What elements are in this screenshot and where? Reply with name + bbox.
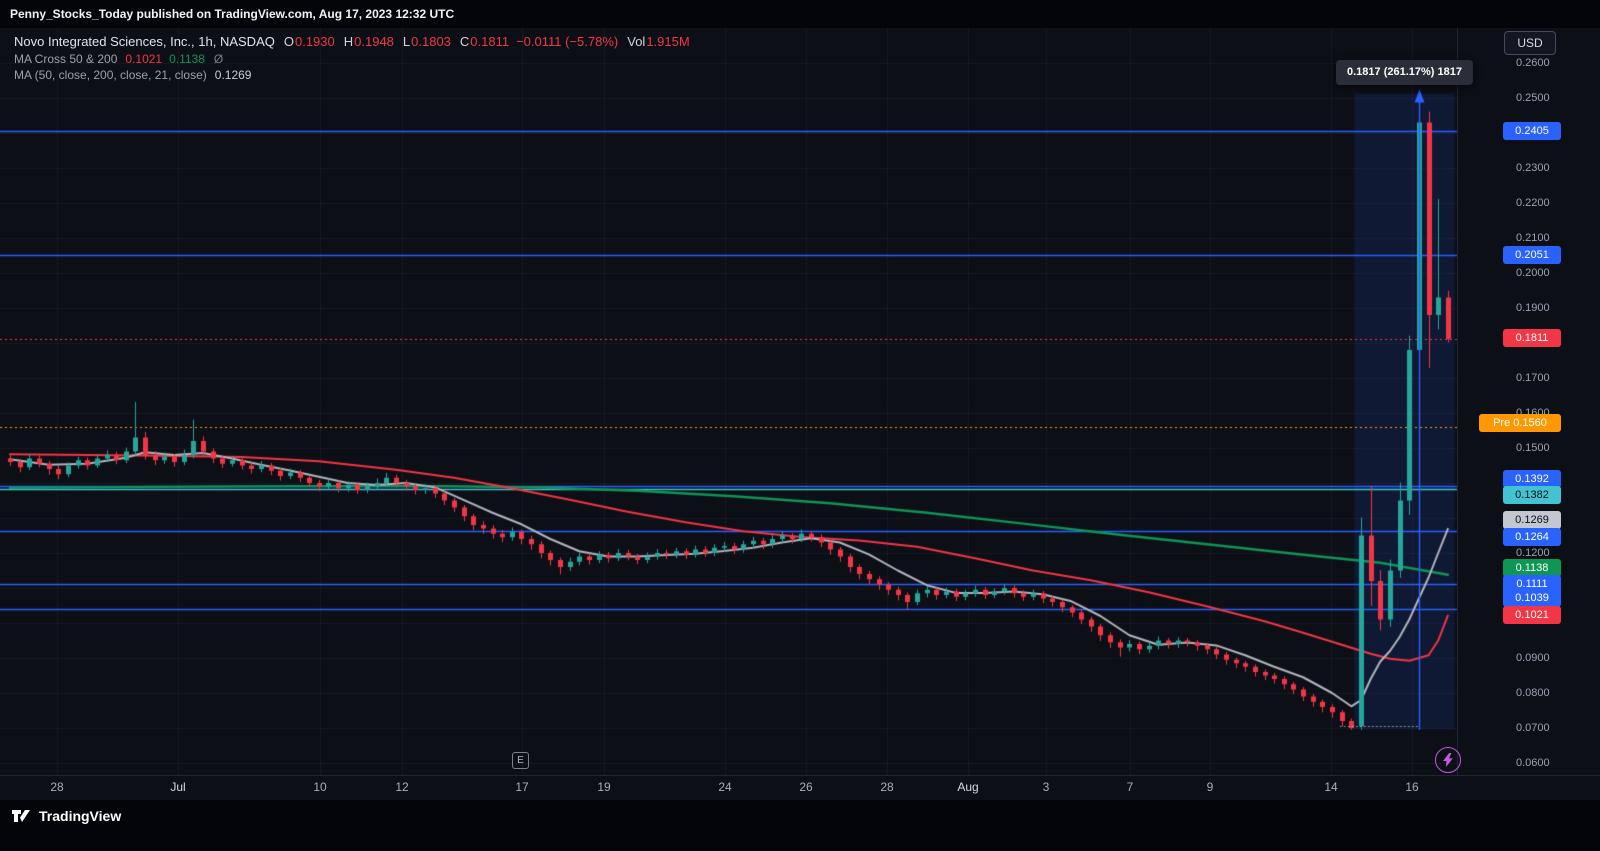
time-tick-label: 3 [1042, 780, 1050, 794]
open-label: O [283, 34, 294, 49]
symbol-title[interactable]: Novo Integrated Sciences, Inc., 1h, NASD… [14, 34, 275, 49]
price-axis-badge: 0.1382 [1503, 486, 1561, 504]
attribution-text: Penny_Stocks_Today published on TradingV… [10, 7, 455, 21]
price-tick-label: 0.0900 [1516, 652, 1550, 664]
low-label: L [402, 34, 411, 49]
price-tick-label: 0.1500 [1516, 442, 1550, 454]
price-axis-badge: 0.2051 [1503, 246, 1561, 264]
time-tick-label: 7 [1126, 780, 1134, 794]
price-axis-separator [1457, 28, 1458, 775]
price-axis-badge: Pre 0.1560 [1479, 414, 1561, 432]
price-tick-label: 0.2500 [1516, 92, 1550, 104]
price-axis-badge: 0.1111 [1503, 575, 1561, 593]
time-tick-label: 26 [799, 780, 813, 794]
low-value: 0.1803 [411, 34, 451, 49]
price-tick-label: 0.2100 [1516, 232, 1550, 244]
time-tick-label: 24 [718, 780, 732, 794]
ma-legend-row[interactable]: MA (50, close, 200, close, 21, close) 0.1… [14, 68, 251, 82]
time-tick-label: 14 [1324, 780, 1338, 794]
volume-value: 1.915M [646, 34, 690, 49]
ma-cross-legend-row[interactable]: MA Cross 50 & 200 0.1021 0.1138 Ø [14, 52, 223, 66]
currency-button[interactable]: USD [1504, 31, 1556, 55]
time-tick-label: 9 [1206, 780, 1214, 794]
price-axis-badge: 0.1811 [1503, 329, 1561, 347]
high-label: H [343, 34, 354, 49]
price-axis-badge: 0.1021 [1503, 606, 1561, 624]
time-tick-label: 19 [597, 780, 611, 794]
footer-bar: TradingView [0, 800, 1600, 851]
close-label: C [459, 34, 470, 49]
attribution-bar: Penny_Stocks_Today published on TradingV… [0, 0, 1600, 28]
time-tick-label: Aug [957, 780, 979, 794]
tradingview-logo[interactable]: TradingView [10, 808, 121, 824]
time-tick-label: 17 [515, 780, 529, 794]
price-tick-label: 0.1900 [1516, 302, 1550, 314]
price-axis-badge: 0.1269 [1503, 511, 1561, 529]
symbol-legend-row[interactable]: Novo Integrated Sciences, Inc., 1h, NASD… [14, 34, 690, 49]
tradingview-logo-icon [10, 808, 32, 824]
ma-label[interactable]: MA (50, close, 200, close, 21, close) [14, 68, 207, 82]
price-axis-badge: 0.1039 [1503, 589, 1561, 607]
price-axis-badge: 0.1392 [1503, 470, 1561, 488]
time-tick-label: 28 [50, 780, 64, 794]
time-tick-label: 28 [880, 780, 894, 794]
quick-trade-button[interactable] [1435, 747, 1461, 773]
ma-cross-200-value: 0.1138 [169, 52, 205, 66]
ma-cross-label[interactable]: MA Cross 50 & 200 [14, 52, 118, 66]
price-axis-badge: 0.1264 [1503, 528, 1561, 546]
price-tick-label: 0.2000 [1516, 267, 1550, 279]
change-value: −0.0111 (−5.78%) [516, 34, 619, 49]
close-value: 0.1811 [470, 34, 510, 49]
price-tick-label: 0.1200 [1516, 547, 1550, 559]
price-axis-badge: 0.1138 [1503, 559, 1561, 577]
volume-label: Vol [627, 34, 646, 49]
ma-cross-extra: Ø [213, 52, 224, 66]
price-tick-label: 0.0700 [1516, 722, 1550, 734]
time-tick-label: Jul [170, 780, 186, 794]
lightning-icon [1442, 753, 1454, 767]
price-tick-label: 0.2300 [1516, 162, 1550, 174]
time-tick-label: 10 [313, 780, 327, 794]
ma-value: 0.1269 [214, 68, 252, 82]
ma-cross-50-value: 0.1021 [125, 52, 163, 66]
price-tick-label: 0.0600 [1516, 757, 1550, 769]
time-tick-label: 12 [395, 780, 409, 794]
time-tick-label: 16 [1405, 780, 1419, 794]
tradingview-logo-text: TradingView [39, 808, 122, 824]
time-axis[interactable]: 28 Jul 10 12 17 19 24 26 28 Aug 3 7 9 14 16 [0, 775, 1457, 800]
price-tick-label: 0.2200 [1516, 197, 1550, 209]
price-tick-label: 0.2600 [1516, 57, 1550, 69]
price-axis[interactable]: 0.2600 0.2500 0.2300 0.2200 0.2100 0.2000 0.19… [1457, 0, 1600, 800]
price-tick-label: 0.1700 [1516, 372, 1550, 384]
price-tick-label: 0.0800 [1516, 687, 1550, 699]
earnings-marker[interactable]: E [512, 752, 529, 769]
measure-tooltip: 0.1817 (261.17%) 1817 [1336, 60, 1473, 85]
price-axis-badge: 0.2405 [1503, 122, 1561, 140]
time-axis-separator [0, 775, 1600, 776]
open-value: 0.1930 [294, 34, 335, 49]
high-value: 0.1948 [354, 34, 394, 49]
